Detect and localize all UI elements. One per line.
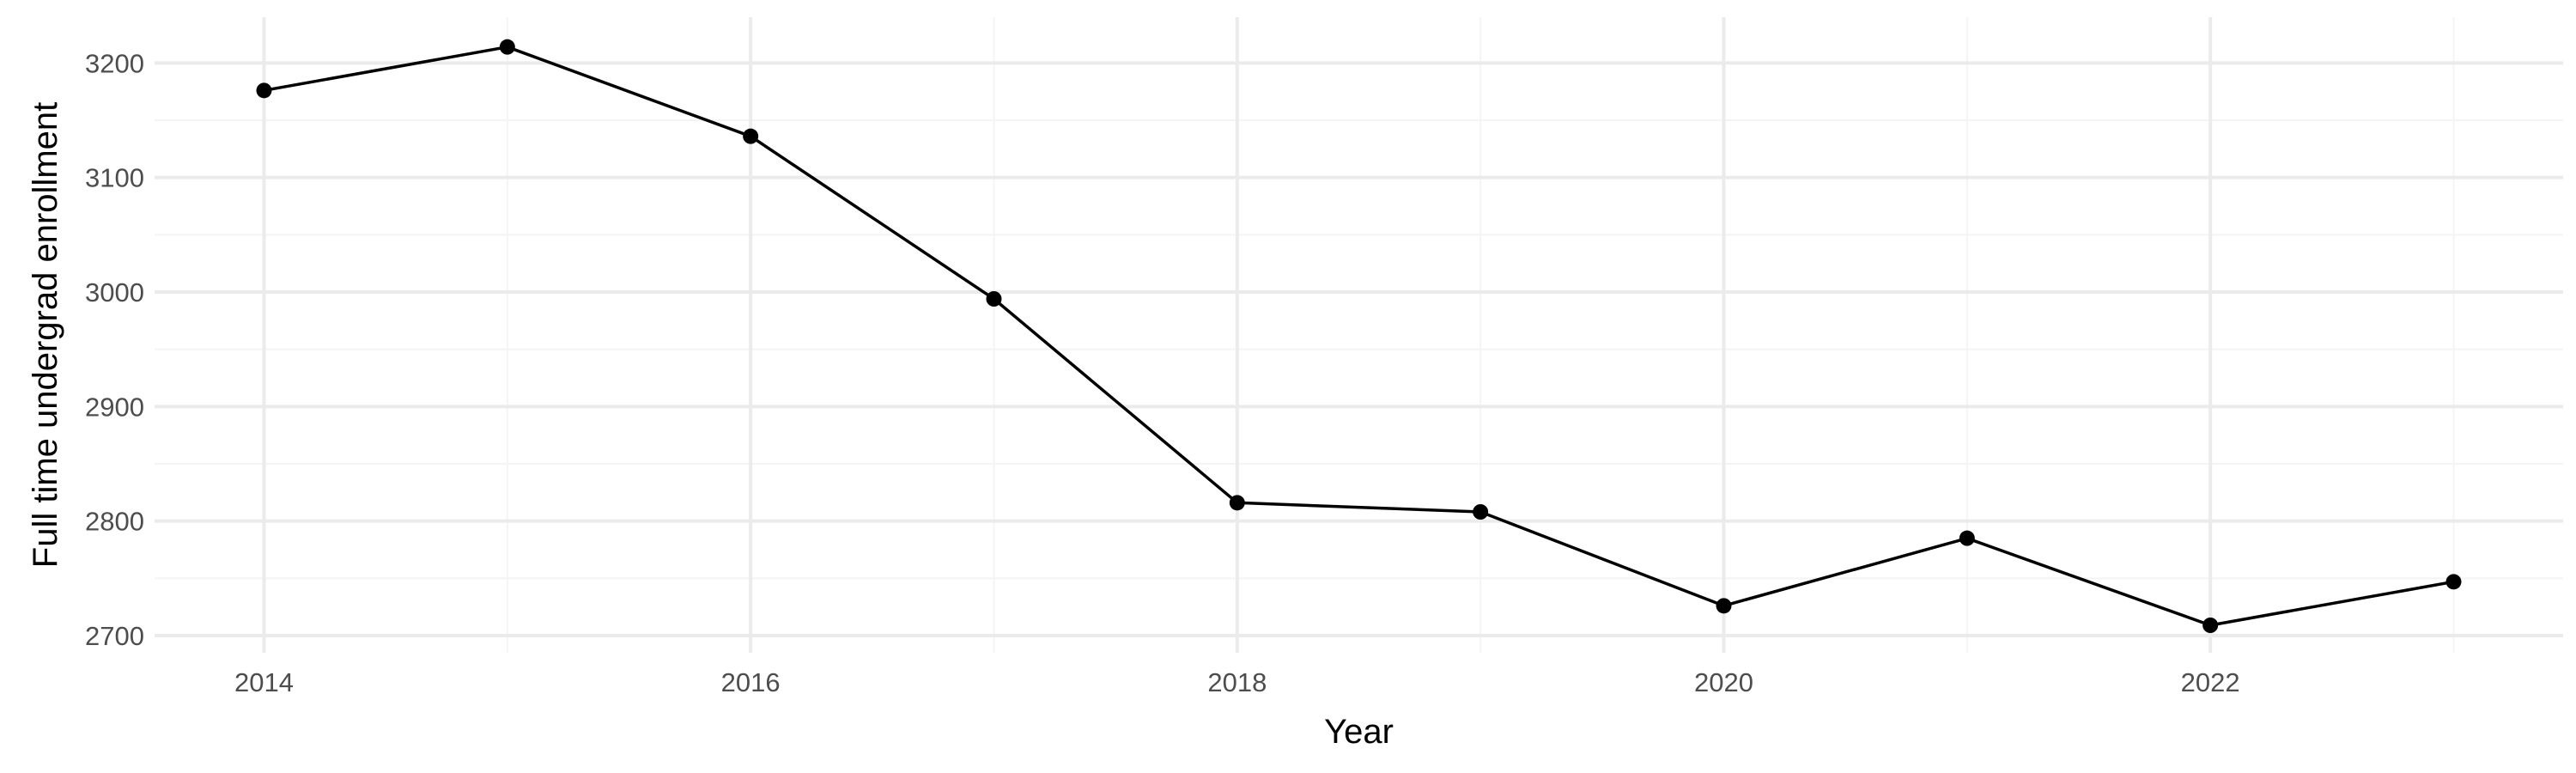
x-tick-label: 2018	[1207, 667, 1267, 697]
series-enrollment	[264, 45, 2454, 627]
y-tick-label: 3100	[85, 163, 144, 193]
data-point-2015	[499, 39, 515, 55]
x-axis-title: Year	[1324, 713, 1394, 751]
data-point-2018	[1229, 495, 1245, 511]
y-axis-title: Full time undergrad enrollment	[27, 102, 64, 568]
data-point-2017	[986, 291, 1002, 307]
data-point-2019	[1473, 504, 1489, 520]
data-point-2021	[1959, 530, 1975, 546]
data-point-2014	[256, 82, 272, 99]
data-point-2023	[2445, 574, 2462, 590]
x-tick-labels: 2014 2016 2018 2020 2022	[234, 667, 2240, 697]
data-points	[256, 39, 2462, 633]
y-tick-labels: 2700 2800 2900 3000 3100 3200	[85, 48, 144, 651]
y-tick-label: 2900	[85, 392, 144, 422]
x-tick-label: 2020	[1694, 667, 1753, 697]
series-line	[264, 45, 2454, 627]
x-tick-label: 2022	[2181, 667, 2240, 697]
grid	[155, 17, 2563, 653]
x-tick-label: 2014	[234, 667, 294, 697]
y-tick-label: 2700	[85, 621, 144, 651]
x-tick-label: 2016	[721, 667, 781, 697]
y-tick-label: 2800	[85, 507, 144, 537]
data-point-2020	[1716, 598, 1732, 614]
data-point-2016	[743, 128, 759, 144]
data-point-2022	[2202, 618, 2219, 633]
y-tick-label: 3000	[85, 277, 144, 307]
y-tick-label: 3200	[85, 48, 144, 78]
